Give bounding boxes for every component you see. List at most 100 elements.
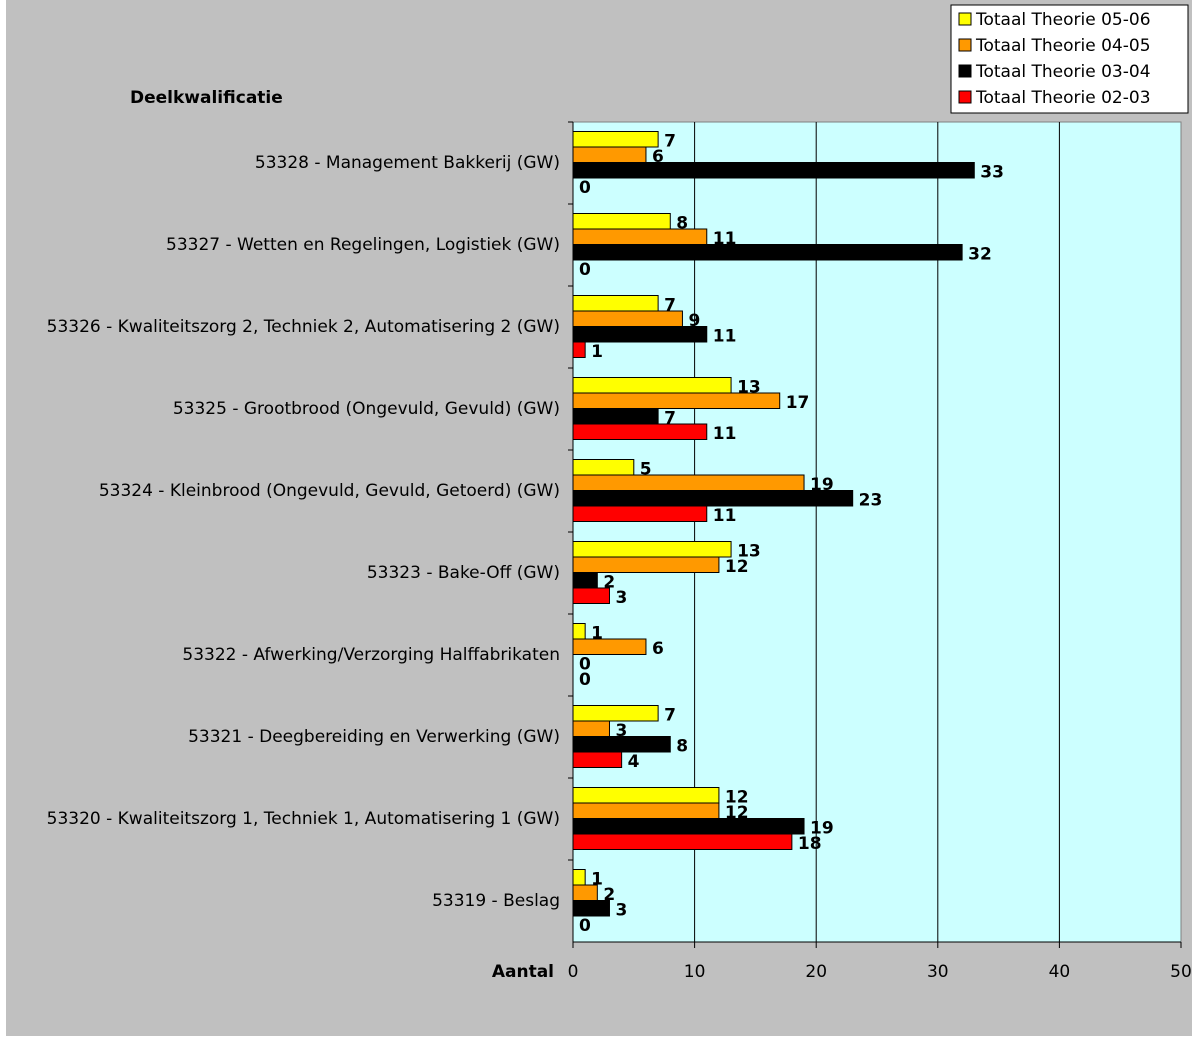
legend-swatch — [958, 90, 972, 104]
bar — [572, 213, 671, 230]
bar — [572, 295, 659, 312]
y-tick-label: 53327 - Wetten en Regelingen, Logistiek … — [4, 204, 560, 286]
y-axis-title: Deelkwalificatie — [130, 88, 283, 108]
bar — [572, 638, 647, 655]
y-tick-label: 53326 - Kwaliteitszorg 2, Techniek 2, Au… — [4, 286, 560, 368]
y-tick-label: 53325 - Grootbrood (Ongevuld, Gevuld) (G… — [4, 368, 560, 450]
data-label: 11 — [713, 424, 737, 444]
category-text: 53319 - Beslag — [432, 891, 560, 911]
bar — [572, 392, 781, 409]
data-label: 7 — [664, 295, 676, 315]
category-text: 53325 - Grootbrood (Ongevuld, Gevuld) (G… — [172, 399, 560, 419]
y-tick-label: 53328 - Management Bakkerij (GW) — [4, 122, 560, 204]
legend-label: Totaal Theorie 02-03 — [975, 88, 1151, 108]
bar — [572, 572, 598, 589]
category-text: 53321 - Deegbereiding en Verwerking (GW) — [188, 727, 560, 747]
data-label: 12 — [725, 557, 749, 577]
x-tick-label: 50 — [1170, 962, 1192, 982]
bar — [572, 833, 793, 850]
data-label: 19 — [810, 475, 834, 495]
legend-label: Totaal Theorie 03-04 — [975, 62, 1151, 82]
bar — [572, 869, 586, 886]
bar — [572, 787, 720, 804]
category-text: 53322 - Afwerking/Verzorging Halffabrika… — [182, 645, 560, 665]
category-text: 53324 - Kleinbrood (Ongevuld, Gevuld, Ge… — [98, 481, 560, 501]
x-tick-label: 40 — [1049, 962, 1071, 982]
data-label: 13 — [737, 541, 761, 561]
bar — [572, 705, 659, 722]
bar — [572, 900, 610, 917]
bar — [572, 377, 732, 394]
legend-swatch — [958, 64, 972, 78]
data-label: 0 — [579, 670, 591, 690]
legend-label: Totaal Theorie 04-05 — [975, 36, 1151, 56]
y-tick-label: 53320 - Kwaliteitszorg 1, Techniek 1, Au… — [4, 778, 560, 860]
bar — [572, 505, 708, 522]
bar — [572, 736, 671, 753]
bar — [572, 423, 708, 440]
bar — [572, 131, 659, 148]
bar — [572, 244, 963, 261]
legend-swatch — [958, 38, 972, 52]
data-label: 2 — [603, 572, 615, 592]
data-label: 6 — [652, 639, 664, 659]
category-text: 53320 - Kwaliteitszorg 1, Techniek 1, Au… — [46, 809, 560, 829]
data-label: 9 — [688, 311, 700, 331]
bar — [572, 720, 610, 737]
data-label: 3 — [615, 721, 627, 741]
legend-swatch — [958, 12, 972, 26]
data-label: 23 — [859, 490, 883, 510]
data-label: 13 — [737, 377, 761, 397]
bar — [572, 341, 586, 358]
data-label: 0 — [579, 916, 591, 936]
bar — [572, 884, 598, 901]
data-label: 32 — [968, 244, 992, 264]
data-label: 0 — [579, 178, 591, 198]
data-label: 7 — [664, 131, 676, 151]
y-tick-label: 53323 - Bake-Off (GW) — [4, 532, 560, 614]
data-label: 1 — [591, 623, 603, 643]
data-label: 11 — [713, 229, 737, 249]
data-label: 1 — [591, 342, 603, 362]
category-text: 53326 - Kwaliteitszorg 2, Techniek 2, Au… — [46, 317, 560, 337]
data-label: 12 — [725, 803, 749, 823]
data-label: 18 — [798, 834, 822, 854]
bar — [572, 310, 683, 327]
x-tick-label: 20 — [805, 962, 827, 982]
data-label: 11 — [713, 326, 737, 346]
data-label: 8 — [676, 213, 688, 233]
bar — [572, 408, 659, 425]
data-label: 12 — [725, 787, 749, 807]
y-tick-label: 53321 - Deegbereiding en Verwerking (GW) — [4, 696, 560, 778]
data-label: 8 — [676, 736, 688, 756]
data-label: 3 — [615, 900, 627, 920]
bar — [572, 623, 586, 640]
bar — [572, 162, 975, 179]
x-tick-label: 30 — [927, 962, 949, 982]
data-label: 0 — [579, 260, 591, 280]
bar — [572, 490, 854, 507]
bar — [572, 474, 805, 491]
data-label: 17 — [786, 393, 810, 413]
data-label: 0 — [579, 654, 591, 674]
bar — [572, 459, 635, 476]
bar — [572, 228, 708, 245]
data-label: 11 — [713, 506, 737, 526]
category-text: 53328 - Management Bakkerij (GW) — [254, 153, 560, 173]
data-label: 33 — [980, 162, 1004, 182]
bar — [572, 556, 720, 573]
bar — [572, 326, 708, 343]
data-label: 2 — [603, 885, 615, 905]
data-label: 4 — [628, 752, 640, 772]
bar — [572, 802, 720, 819]
data-label: 1 — [591, 869, 603, 889]
data-label: 7 — [664, 408, 676, 428]
data-label: 7 — [664, 705, 676, 725]
legend-box — [950, 4, 1189, 114]
bar — [572, 818, 805, 835]
data-label: 3 — [615, 588, 627, 608]
data-label: 5 — [640, 459, 652, 479]
bar — [572, 751, 623, 768]
bar — [572, 587, 610, 604]
